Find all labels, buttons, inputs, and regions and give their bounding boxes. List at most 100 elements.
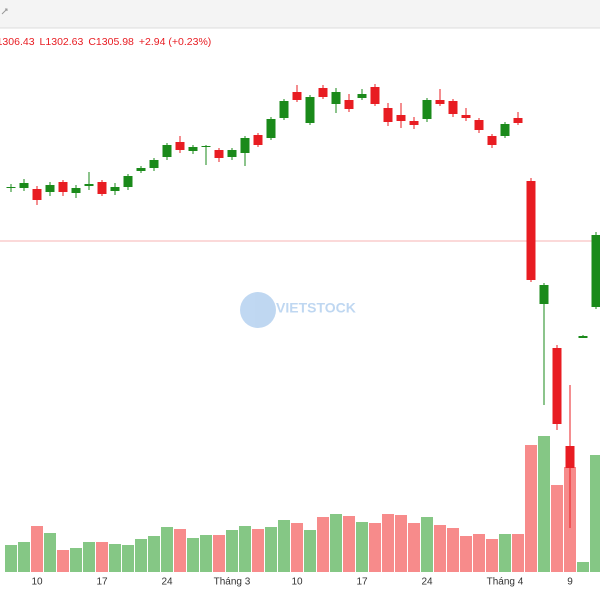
candle-body xyxy=(591,235,600,307)
x-tick-label: Tháng 3 xyxy=(214,577,251,588)
candle-body xyxy=(461,115,471,118)
candle-body xyxy=(97,182,107,194)
volume-bar xyxy=(18,542,30,572)
candle-body xyxy=(448,101,458,114)
volume-bar xyxy=(317,517,329,572)
candle-body xyxy=(32,189,42,200)
header-value: L1302.63 xyxy=(40,36,84,48)
volume-bar xyxy=(577,562,589,572)
toolbar-icon[interactable] xyxy=(1,8,8,15)
candle-body xyxy=(175,142,185,150)
candle-body xyxy=(266,119,276,138)
candle-body xyxy=(357,94,367,98)
volume-bar xyxy=(304,530,316,572)
candle-body xyxy=(253,135,263,145)
candle-body xyxy=(71,188,81,193)
candle-body xyxy=(422,100,432,119)
volume-bar xyxy=(122,545,134,572)
candle-body xyxy=(149,160,159,168)
volume-bar xyxy=(538,436,550,572)
volume-bar xyxy=(356,522,368,572)
candle-body xyxy=(487,136,497,145)
candle-body xyxy=(318,88,328,97)
candle-body xyxy=(565,446,575,468)
candle-body xyxy=(578,336,588,338)
volume-bar xyxy=(395,515,407,572)
volume-bar xyxy=(174,529,186,572)
x-tick-label: 24 xyxy=(421,577,433,588)
volume-bar xyxy=(70,548,82,572)
x-tick-label: 10 xyxy=(291,577,303,588)
candle-body xyxy=(201,146,211,147)
volume-bar xyxy=(44,533,56,572)
volume-bar xyxy=(590,455,600,572)
candle-body xyxy=(539,285,549,304)
volume-bar xyxy=(148,536,160,572)
header-value: +2.94 (+0.23%) xyxy=(139,36,211,48)
volume-bar xyxy=(421,517,433,572)
candle-body xyxy=(214,150,224,158)
candle-body xyxy=(409,121,419,125)
x-tick-label: 10 xyxy=(31,577,43,588)
candle-body xyxy=(435,100,445,104)
volume-bar xyxy=(96,542,108,572)
volume-bar xyxy=(499,534,511,572)
volume-bar xyxy=(525,445,537,572)
candle-body xyxy=(58,182,68,192)
volume-bar xyxy=(382,514,394,572)
header-value: H1306.43 xyxy=(0,36,35,48)
candle-body xyxy=(370,87,380,104)
watermark-logo: VIETSTOCK xyxy=(240,292,356,328)
candle-body xyxy=(526,181,536,280)
volume-bar xyxy=(512,534,524,572)
volume-bar xyxy=(226,530,238,572)
volume-bar xyxy=(5,545,17,572)
volume-bar xyxy=(486,539,498,572)
volume-bar xyxy=(330,514,342,572)
volume-bar xyxy=(57,550,69,572)
x-tick-label: 17 xyxy=(356,577,368,588)
volume-bar xyxy=(265,527,277,572)
volume-bar xyxy=(291,523,303,572)
volume-bar xyxy=(161,527,173,572)
volume-bar xyxy=(551,485,563,572)
volume-bar xyxy=(447,528,459,572)
candle-body xyxy=(6,187,16,188)
volume-bar xyxy=(109,544,121,572)
volume-bar xyxy=(31,526,43,572)
volume-bar xyxy=(434,525,446,572)
candle-body xyxy=(279,101,289,118)
x-tick-label: 9 xyxy=(567,577,573,588)
volume-bar xyxy=(473,534,485,572)
candle-body xyxy=(123,176,133,187)
volume-bar xyxy=(408,523,420,572)
volume-bar xyxy=(200,535,212,572)
volume-bar xyxy=(83,542,95,572)
candle-body xyxy=(500,124,510,136)
watermark: VIETSTOCK xyxy=(276,300,356,316)
x-tick-label: 24 xyxy=(161,577,173,588)
candle-body xyxy=(84,184,94,186)
candle-body xyxy=(552,348,562,424)
candle-body xyxy=(45,185,55,192)
volume-bar xyxy=(239,526,251,572)
volume-bar xyxy=(278,520,290,572)
candle-body xyxy=(19,183,29,188)
volume-bar xyxy=(343,516,355,572)
candle-body xyxy=(162,145,172,157)
candle-body xyxy=(331,92,341,104)
candle-body xyxy=(513,118,523,123)
volume-bar xyxy=(252,529,264,572)
candle-body xyxy=(110,187,120,191)
candle-body xyxy=(292,92,302,100)
candle-body xyxy=(383,108,393,122)
candle-body xyxy=(305,97,315,123)
volume-bar xyxy=(187,538,199,572)
candle-body xyxy=(240,138,250,153)
toolbar xyxy=(0,0,600,28)
header-value: C1305.98 xyxy=(88,36,134,48)
candle-body xyxy=(188,147,198,151)
x-tick-label: Tháng 4 xyxy=(487,577,524,588)
